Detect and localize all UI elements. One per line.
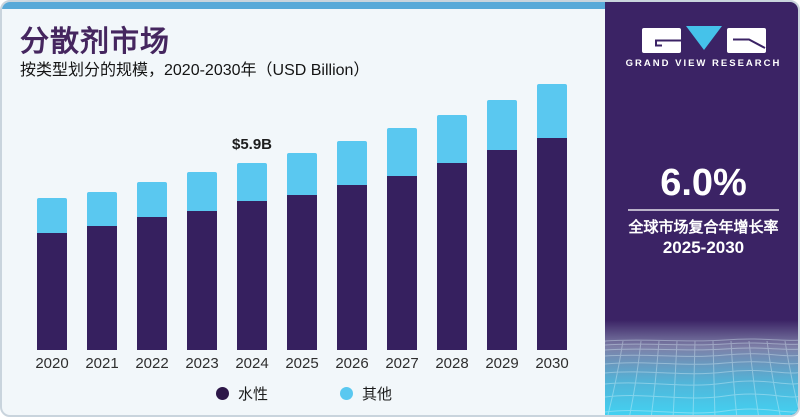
gvr-logo	[605, 26, 798, 54]
bar-segment-水性-2026	[337, 185, 367, 350]
legend-label-water: 水性	[237, 386, 268, 403]
bar-segment-其他-2021	[87, 191, 117, 227]
x-axis-label-2028: 2028	[435, 355, 469, 372]
logo-letter-g-icon	[641, 28, 681, 53]
cagr-divider	[628, 209, 779, 211]
x-axis-label-2024: 2024	[235, 355, 269, 372]
cagr-label: 全球市场复合年增长率	[628, 219, 779, 236]
cagr-value: 6.0%	[660, 162, 747, 204]
x-axis-label-2023: 2023	[185, 355, 219, 372]
bar-segment-其他-2022	[137, 181, 167, 217]
page-title: 分散剂市场	[20, 26, 171, 58]
wireframe-mesh-icon	[605, 338, 798, 415]
bar-segment-其他-2026	[337, 140, 367, 186]
bar-segment-水性-2030	[537, 137, 567, 350]
x-axis-label-2025: 2025	[285, 355, 319, 372]
bar-segment-其他-2028	[437, 115, 467, 163]
legend-item-water: 水性	[215, 383, 268, 404]
x-axis-label-2027: 2027	[385, 355, 419, 372]
bar-segment-水性-2028	[437, 162, 467, 350]
stacked-bar-chart: 2020 2021 2022 2023 2024 2025 2026 2027 2028 2029…	[2, 2, 606, 415]
x-axis-label-2022: 2022	[135, 355, 169, 372]
bar-segment-水性-2022	[137, 216, 167, 350]
legend-label-others: 其他	[362, 386, 393, 403]
x-axis-label-2020: 2020	[35, 355, 69, 372]
logo-letter-v-icon	[685, 26, 722, 50]
bar-segment-其他-2023	[187, 172, 217, 211]
bar-segment-其他-2024	[237, 162, 267, 201]
bar-segment-水性-2024	[237, 201, 267, 350]
value-annotation: $5.9B	[231, 135, 273, 153]
legend-dot-others	[340, 387, 353, 400]
logo-letter-r-icon	[726, 28, 766, 53]
bar-segment-水性-2027	[387, 175, 417, 350]
cagr-period: 2025-2030	[662, 238, 745, 257]
bar-segment-水性-2029	[487, 150, 517, 350]
bar-segment-其他-2030	[537, 83, 567, 138]
bar-segment-其他-2025	[287, 153, 317, 195]
x-axis-label-2026: 2026	[335, 355, 369, 372]
x-axis-label-2030: 2030	[535, 355, 569, 372]
legend-item-others: 其他	[340, 383, 392, 404]
bar-segment-其他-2020	[37, 197, 67, 233]
mesh-gradient-decoration	[605, 269, 798, 415]
brand-sidebar: GRAND VIEW RESEARCH 6.0% 全球市场复合年增长率 2025…	[605, 2, 798, 415]
brand-name: GRAND VIEW RESEARCH	[625, 58, 782, 69]
x-axis-label-2029: 2029	[485, 355, 519, 372]
chart-legend: 水性 其他	[2, 383, 606, 404]
top-accent-strip	[2, 2, 607, 9]
bar-segment-水性-2023	[187, 210, 217, 350]
legend-dot-water	[215, 387, 229, 400]
bar-segment-水性-2021	[87, 226, 117, 350]
chart-panel: 分散剂市场 按类型划分的规模，2020-2030年（USD Billion） 2…	[2, 2, 606, 415]
bar-segment-其他-2029	[487, 99, 517, 151]
bar-segment-其他-2027	[387, 128, 417, 176]
bar-segment-水性-2025	[287, 194, 317, 350]
x-axis-label-2021: 2021	[85, 355, 119, 372]
page-subtitle: 按类型划分的规模，2020-2030年（USD Billion）	[20, 62, 370, 79]
bar-segment-水性-2020	[37, 232, 67, 350]
